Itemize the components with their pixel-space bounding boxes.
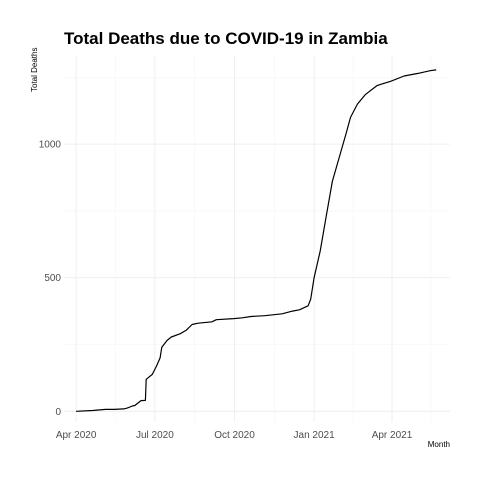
- x-tick-labels: Apr 2020 Jul 2020 Oct 2020 Jan 2021 Apr 2021: [56, 430, 413, 441]
- y-tick-label: 1000: [39, 140, 62, 151]
- y-tick-labels: 0 500 1000: [39, 140, 62, 418]
- y-tick-label: 0: [55, 407, 61, 418]
- grid: [64, 56, 450, 422]
- y-axis-title: Total Deaths: [30, 48, 39, 92]
- x-tick-label: Apr 2021: [372, 430, 413, 441]
- y-tick-label: 500: [44, 273, 61, 284]
- x-tick-label: Jul 2020: [136, 430, 174, 441]
- chart-title: Total Deaths due to COVID-19 in Zambia: [64, 29, 388, 48]
- x-axis-title: Month: [428, 440, 450, 449]
- x-tick-label: Oct 2020: [214, 430, 255, 441]
- x-tick-label: Jan 2021: [294, 430, 336, 441]
- x-tick-label: Apr 2020: [56, 430, 97, 441]
- series-line: [76, 69, 437, 412]
